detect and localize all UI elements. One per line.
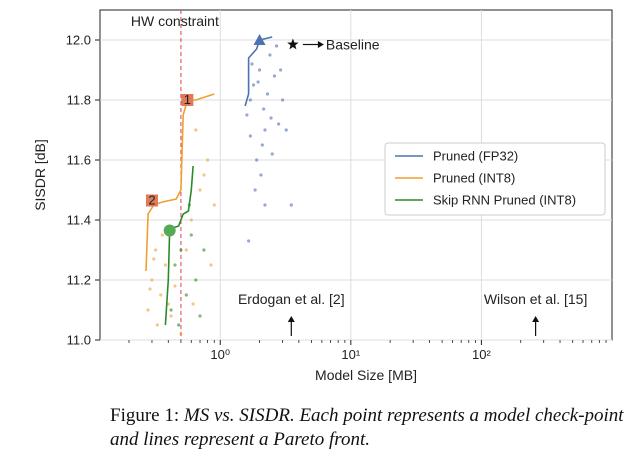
- legend-box: [384, 142, 606, 216]
- int8-marker-2-label: 2: [148, 193, 155, 208]
- annotation-arrow-head: [532, 316, 540, 322]
- int8-marker-1: [181, 94, 194, 106]
- data-point: [191, 302, 195, 306]
- int8-marker-2: [145, 194, 158, 207]
- data-point: [205, 158, 210, 162]
- data-point: [279, 68, 283, 72]
- data-point: [194, 128, 198, 132]
- data-point: [284, 128, 288, 132]
- data-point: [173, 284, 177, 288]
- data-point: [270, 152, 274, 156]
- data-point: [146, 308, 150, 312]
- legend-label: Skip RNN Pruned (INT8): [433, 193, 576, 208]
- data-point: [160, 233, 164, 237]
- data-point: [265, 92, 270, 96]
- data-point: [262, 107, 266, 111]
- hw-constraint-label: HW constraint: [131, 13, 219, 29]
- data-point: [148, 287, 152, 291]
- data-point: [268, 53, 272, 57]
- data-point: [202, 248, 206, 252]
- annotation-label: Wilson et al. [15]: [484, 291, 588, 307]
- x-tick-label: 10²: [472, 347, 491, 362]
- data-point: [189, 218, 193, 222]
- data-point: [163, 263, 167, 267]
- baseline-label: Baseline: [326, 37, 380, 53]
- data-point: [256, 80, 260, 84]
- y-tick-label: 11.4: [67, 213, 91, 228]
- minor-ticks: [128, 340, 607, 343]
- x-tick-label: 10¹: [341, 347, 360, 362]
- y-tick-label: 11.8: [67, 93, 91, 108]
- baseline-arrow-head: [317, 41, 324, 48]
- data-point: [154, 248, 158, 252]
- caption-prefix: Figure 1:: [110, 405, 184, 426]
- data-point: [248, 98, 252, 102]
- annotation-arrow-head: [287, 316, 295, 322]
- pareto-front-line: [164, 165, 194, 326]
- baseline-star-marker: [287, 38, 299, 50]
- data-point: [274, 44, 279, 48]
- data-point: [247, 239, 251, 243]
- data-point: [177, 323, 181, 327]
- x-tick-label: 10⁰: [210, 347, 230, 362]
- data-point: [272, 74, 277, 78]
- annotation-label: Erdogan et al. [2]: [238, 291, 345, 307]
- data-point: [198, 188, 202, 192]
- data-point: [184, 248, 188, 252]
- fp32-triangle-marker: [253, 34, 266, 45]
- data-point: [202, 173, 206, 177]
- y-tick-label: 11.6: [67, 153, 91, 168]
- data-point: [245, 113, 249, 117]
- annotations: Erdogan et al. [2] Wilson et al. [15]: [238, 291, 587, 336]
- skip-rnn-circle-marker: [163, 224, 176, 237]
- data-point: [152, 257, 156, 261]
- data-point: [248, 134, 252, 138]
- data-point: [209, 263, 213, 267]
- data-point: [269, 116, 273, 120]
- data-point: [280, 98, 285, 102]
- figure-caption: Figure 1: MS vs. SISDR. Each point repre…: [110, 404, 630, 452]
- data-point: [259, 173, 263, 177]
- data-point: [194, 278, 198, 282]
- data-point: [150, 278, 154, 282]
- y-tick-label: 11.2: [67, 273, 91, 288]
- data-point: [257, 68, 262, 72]
- y-tick-label: 12.0: [66, 33, 91, 48]
- data-point: [169, 308, 173, 312]
- data-point: [263, 203, 267, 207]
- data-point: [169, 314, 173, 318]
- markers: 1 2 Baseline: [145, 34, 380, 237]
- data-point: [179, 248, 183, 252]
- data-point: [179, 332, 183, 336]
- data-point: [260, 143, 264, 147]
- data-point: [184, 293, 188, 297]
- data-point: [173, 263, 177, 267]
- data-point: [263, 128, 267, 132]
- data-point: [289, 203, 293, 207]
- legend-label: Pruned (INT8): [433, 171, 515, 186]
- data-point: [189, 233, 193, 237]
- legend-label: Pruned (FP32): [433, 149, 518, 164]
- data-point: [250, 62, 254, 66]
- data-point: [255, 158, 259, 162]
- data-point: [212, 203, 216, 207]
- data-point: [251, 83, 256, 87]
- data-point: [155, 323, 159, 327]
- caption-text: MS vs. SISDR. Each point represents a mo…: [110, 405, 624, 450]
- data-point: [159, 293, 163, 297]
- legend: Pruned (FP32) Pruned (INT8) Skip RNN Prune…: [384, 142, 606, 216]
- y-axis-label: SISDR [dB]: [32, 139, 48, 211]
- data-point: [253, 188, 257, 192]
- int8-marker-1-label: 1: [184, 92, 191, 107]
- x-axis-label: Model Size [MB]: [315, 367, 417, 383]
- tick-labels: 11.0 11.2 11.4 11.6 11.8 12.0 10⁰ 10¹ 10²: [66, 33, 492, 363]
- data-point: [277, 122, 281, 126]
- data-point: [198, 314, 202, 318]
- y-tick-label: 11.0: [67, 333, 91, 348]
